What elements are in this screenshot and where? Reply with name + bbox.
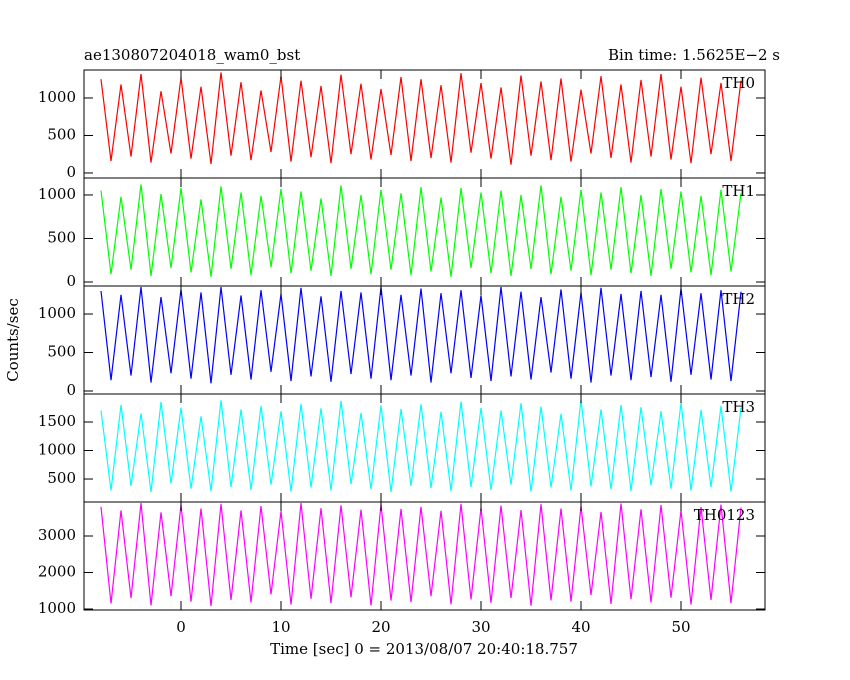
x-axis-label: Time [sec] 0 = 2013/08/07 20:40:18.757 — [270, 640, 578, 658]
y-tick-label: 500 — [47, 343, 76, 361]
x-tick-label: 30 — [471, 618, 490, 636]
x-tick-label: 10 — [271, 618, 290, 636]
chart-subtitle: Bin time: 1.5625E−2 s — [608, 46, 780, 64]
series-name: TH3 — [722, 398, 755, 416]
y-axis-label: Counts/sec — [4, 298, 22, 382]
series-name: TH0123 — [694, 506, 755, 524]
x-tick-label: 50 — [671, 618, 690, 636]
y-tick-label: 1000 — [38, 441, 76, 459]
panel-frame — [83, 501, 766, 611]
y-tick-label: 500 — [47, 228, 76, 246]
y-tick-label: 1000 — [38, 599, 76, 617]
x-tick-label: 0 — [176, 618, 186, 636]
light-curve — [100, 399, 742, 493]
y-tick-label: 1000 — [38, 88, 76, 106]
x-tick-label: 20 — [371, 618, 390, 636]
y-tick-label: 1500 — [38, 412, 76, 430]
y-tick-label: 0 — [66, 272, 76, 290]
series-name: TH0 — [722, 74, 755, 92]
y-tick-label: 1000 — [38, 185, 76, 203]
series-name: TH1 — [722, 182, 755, 200]
y-tick-label: 500 — [47, 469, 76, 487]
light-curve — [100, 184, 742, 277]
y-tick-label: 1000 — [38, 304, 76, 322]
y-tick-label: 0 — [66, 163, 76, 181]
y-tick-label: 3000 — [38, 526, 76, 544]
series-name: TH2 — [722, 290, 755, 308]
light-curve — [100, 287, 742, 384]
light-curve — [100, 503, 742, 607]
y-tick-label: 2000 — [38, 563, 76, 581]
light-curve — [100, 72, 742, 165]
y-tick-label: 500 — [47, 125, 76, 143]
x-tick-label: 40 — [571, 618, 590, 636]
chart-title: ae130807204018_wam0_bst — [84, 46, 300, 64]
y-tick-label: 0 — [66, 381, 76, 399]
